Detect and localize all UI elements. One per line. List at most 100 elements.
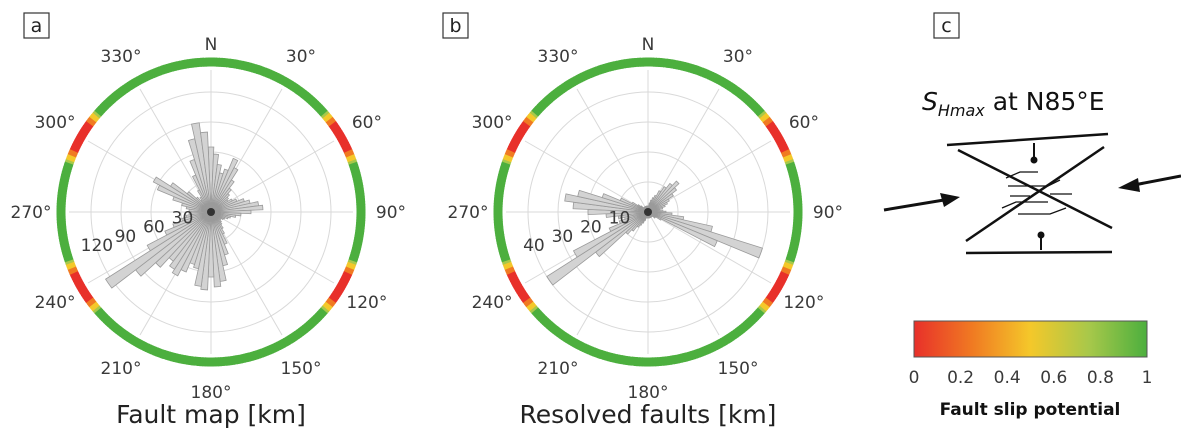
rose-diagram-resolved-faults: b N 30° 60° 90° 120° 150° 180° 210° 240° 270° 300°… (442, 12, 844, 429)
north-label: N (642, 35, 655, 55)
stress-schematic: c SHmax at N85°E (883, 12, 1181, 420)
rose-plot: N 30° 60° 90° 120° 150° 180° 210° 240° 270° 300° 33… (448, 35, 844, 403)
colorbar-tick-label: 0 (909, 368, 920, 388)
upper-tick-dot (1030, 156, 1038, 164)
radial-label: 90 (115, 227, 137, 247)
rose-plot: N 30° 60° 90° 120° 150° 180° 210° 240° 270° 300° 33… (11, 35, 407, 403)
angle-label: 330° (101, 47, 142, 67)
angle-label: 210° (538, 359, 579, 379)
grid-spoke (647, 211, 720, 336)
panel-letter-box (933, 12, 960, 39)
angle-label: 240° (35, 293, 76, 313)
angle-label: 240° (472, 293, 513, 313)
angle-label: 330° (538, 47, 579, 67)
angle-label: 270° (11, 203, 52, 223)
shmax-title: SHmax at N85°E (922, 87, 1105, 120)
rose-bar (191, 122, 212, 213)
rose-bar (210, 204, 264, 213)
rose-bar (210, 211, 222, 288)
rose-bar (608, 211, 649, 232)
slip-potential-ring (493, 57, 803, 367)
rose-bar (647, 180, 680, 213)
compression-arrow-right (1118, 174, 1181, 192)
arrow-head (940, 193, 960, 207)
slip-arrow (1018, 207, 1067, 215)
rose-bar (647, 193, 674, 213)
fault-schematic (946, 132, 1113, 255)
panel-letter-box (23, 12, 50, 39)
arrow-head (1118, 178, 1140, 192)
rose-bar (572, 211, 649, 258)
grid-spoke (576, 88, 649, 213)
arrow-shaft (1133, 174, 1181, 187)
angle-label: 180° (628, 383, 669, 403)
angle-label: 210° (101, 359, 142, 379)
angle-label: 30° (286, 47, 316, 67)
rose-bar (169, 211, 212, 270)
panel-letter: c (941, 15, 951, 37)
colorbar-tick-label: 0.8 (1087, 368, 1114, 388)
arrow-shaft (883, 198, 945, 212)
rose-bar (200, 131, 212, 213)
angle-label: 300° (472, 113, 513, 133)
rose-bar (185, 211, 212, 218)
radial-label: 60 (143, 218, 165, 238)
radial-label: 10 (609, 208, 631, 228)
angle-label: 120° (783, 293, 824, 313)
radial-label: 120 (81, 236, 113, 256)
rose-bar (546, 211, 649, 286)
slip-arrow (1001, 201, 1048, 209)
colorbar-tick-label: 0.6 (1040, 368, 1067, 388)
slip-arrow (1008, 179, 1061, 187)
colorbar-tick-label: 1 (1142, 368, 1153, 388)
slip-half-arrows (1001, 171, 1072, 215)
rose-bar (164, 211, 212, 236)
rose-bar (618, 211, 649, 225)
grid-spoke (524, 140, 649, 213)
north-label: N (205, 35, 218, 55)
rose-bar (172, 211, 212, 228)
colorbar-tick-label: 0.2 (947, 368, 974, 388)
rose-diagram-fault-map: a N 30° 60° 90° 120° 150° 180° 210° 240° 270° 300°… (11, 12, 407, 429)
rose-bar (188, 211, 212, 216)
colorbar-tick-label: 0.4 (994, 368, 1021, 388)
angle-label: 120° (346, 293, 387, 313)
compression-arrow-left (883, 193, 960, 212)
lower-fault-line (965, 250, 1113, 255)
radial-label: 30 (172, 208, 194, 228)
angle-label: 180° (191, 383, 232, 403)
radial-label: 30 (552, 227, 574, 247)
angle-label: 150° (281, 359, 322, 379)
colorbar: 0 0.2 0.4 0.6 0.8 1 Fault slip potential (909, 320, 1153, 420)
angle-label: 90° (813, 203, 843, 223)
radial-label: 20 (580, 218, 602, 238)
angle-label: 270° (448, 203, 489, 223)
angle-label: 60° (352, 113, 382, 133)
rose-bar (146, 211, 212, 252)
panel-letter-box (442, 12, 469, 39)
radial-label: 40 (523, 236, 545, 256)
angle-label: 90° (376, 203, 406, 223)
slip-arrow (1005, 171, 1038, 179)
rose-bar (647, 198, 670, 213)
conjugate-fault-2 (965, 145, 1105, 243)
lower-tick-dot (1037, 231, 1045, 239)
panel-letter: a (31, 15, 43, 37)
caption: Fault map [km] (116, 400, 306, 429)
shmax-subscript: Hmax (938, 101, 985, 120)
colorbar-title: Fault slip potential (940, 400, 1121, 420)
colorbar-ticks: 0 0.2 0.4 0.6 0.8 1 (909, 368, 1153, 388)
slip-potential-ring (56, 57, 366, 367)
caption: Resolved faults [km] (520, 400, 777, 429)
grid-spoke (576, 211, 649, 336)
center-dot (207, 208, 215, 216)
rose-bar (647, 211, 718, 248)
grid-spoke (210, 211, 335, 284)
shmax-rest: at N85°E (985, 87, 1105, 116)
angle-label: 300° (35, 113, 76, 133)
rose-bars (546, 180, 763, 286)
shmax-symbol: S (922, 87, 938, 116)
conjugate-fault-1 (957, 148, 1113, 230)
rose-bar (210, 209, 252, 215)
